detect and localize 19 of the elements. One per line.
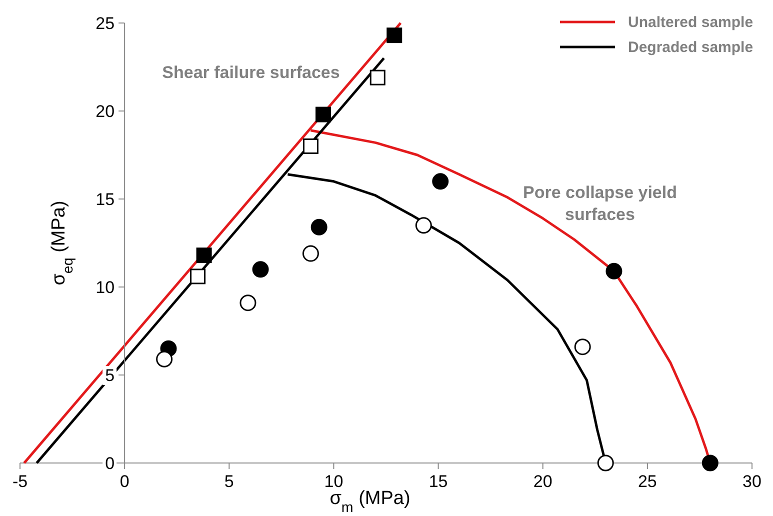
annotation: Pore collapse yield surfaces [522, 183, 678, 224]
y-tick-label: 5 [105, 366, 115, 385]
y-tick-label: 0 [105, 454, 115, 473]
y-tick-label: 25 [96, 14, 115, 33]
legend-label: Unaltered sample [628, 14, 754, 31]
y-tick-label: 15 [96, 190, 115, 209]
legend-label: Degraded sample [628, 39, 754, 56]
x-tick-label: 0 [120, 472, 130, 491]
x-tick-label: -5 [12, 472, 28, 491]
x-tick-label: 10 [324, 472, 344, 491]
y-tick-label: 10 [96, 278, 115, 297]
annotation: Shear failure surfaces [162, 63, 340, 82]
y-tick-label: 20 [96, 102, 115, 121]
x-tick-label: 30 [742, 472, 762, 491]
x-tick-label: 25 [638, 472, 657, 491]
x-tick-label: 20 [533, 472, 552, 491]
x-axis-title: σ$_{m}$ (MPa) [330, 488, 410, 516]
x-tick-label: 5 [224, 472, 234, 491]
x-tick-label: 15 [428, 472, 448, 491]
